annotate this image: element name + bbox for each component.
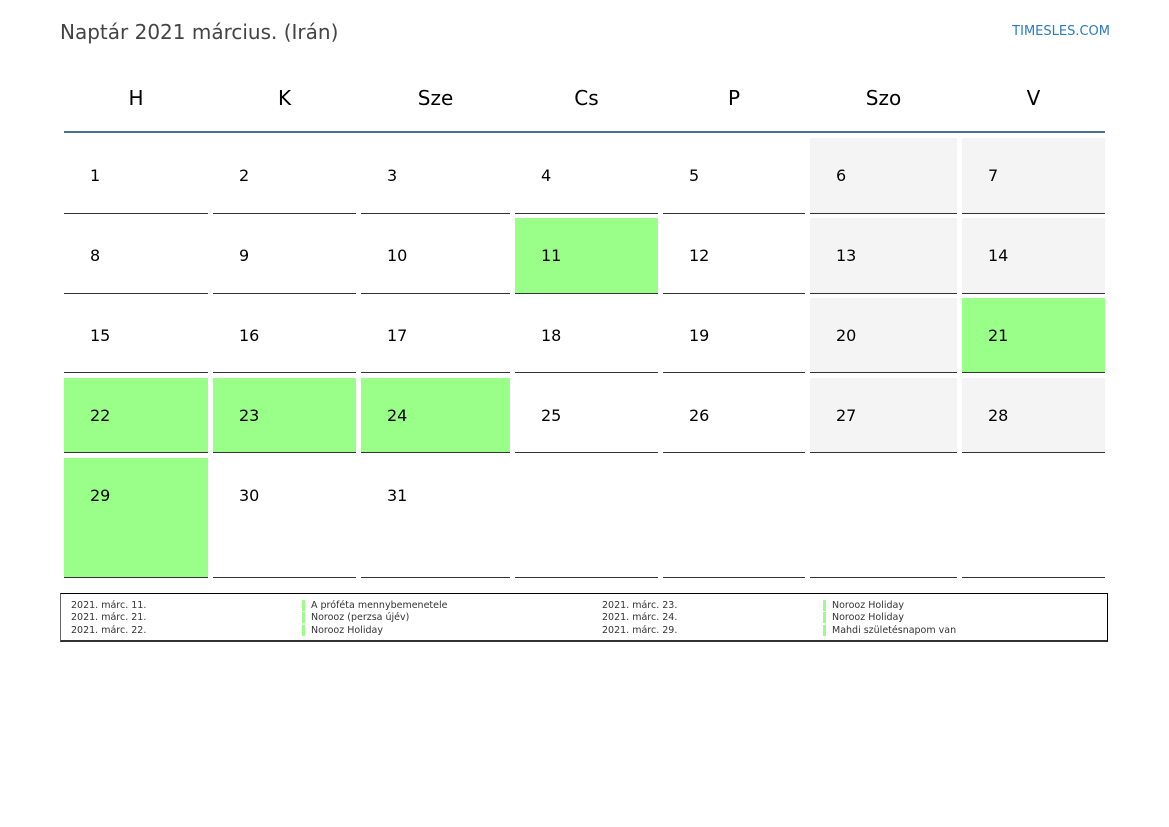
day-cell[interactable]: 4	[515, 138, 658, 214]
day-number: 3	[387, 166, 398, 185]
day-cell[interactable]	[810, 458, 957, 578]
day-cell[interactable]: 27	[810, 378, 957, 453]
day-cell[interactable]: 18	[515, 298, 658, 373]
legend-date: 2021. márc. 24.	[602, 612, 678, 624]
weekday-header: P	[727, 86, 741, 110]
day-cell[interactable]: 1	[64, 138, 208, 214]
day-number: 2	[239, 166, 250, 185]
day-number: 15	[90, 326, 111, 345]
day-cell[interactable]	[962, 458, 1105, 578]
day-number: 21	[988, 326, 1009, 345]
legend-holiday-name: Mahdi születésnapom van	[823, 624, 956, 636]
day-cell[interactable]: 31	[361, 458, 510, 578]
day-cell[interactable]: 15	[64, 298, 208, 373]
day-cell[interactable]	[515, 458, 658, 578]
legend-holiday-name: Norooz Holiday	[823, 612, 904, 624]
day-cell[interactable]: 24	[361, 378, 510, 453]
weekday-header: Cs	[574, 86, 599, 110]
day-cell[interactable]: 21	[962, 298, 1105, 373]
day-number: 4	[541, 166, 552, 185]
day-cell[interactable]: 16	[213, 298, 356, 373]
weekday-header: Sze	[417, 86, 454, 110]
legend-holiday-name: Norooz (perzsa újév)	[302, 612, 409, 624]
day-number: 1	[90, 166, 101, 185]
day-number: 14	[988, 246, 1009, 265]
day-cell[interactable]: 26	[663, 378, 805, 453]
legend-date: 2021. márc. 22.	[71, 624, 147, 636]
day-cell[interactable]: 3	[361, 138, 510, 214]
day-number: 30	[239, 486, 260, 505]
day-number: 24	[387, 406, 408, 425]
day-number: 6	[836, 166, 847, 185]
day-number: 9	[239, 246, 250, 265]
day-number: 11	[541, 246, 562, 265]
day-number: 5	[689, 166, 700, 185]
day-cell[interactable]: 7	[962, 138, 1105, 214]
day-number: 8	[90, 246, 101, 265]
weekday-header: H	[128, 86, 144, 110]
day-number: 19	[689, 326, 710, 345]
day-cell[interactable]: 6	[810, 138, 957, 214]
day-number: 16	[239, 326, 260, 345]
day-number: 22	[90, 406, 111, 425]
weekday-header: V	[1026, 86, 1041, 110]
day-cell[interactable]: 28	[962, 378, 1105, 453]
legend-holiday-name: A próféta mennybemenetele	[302, 600, 447, 611]
day-number: 7	[988, 166, 999, 185]
day-number: 26	[689, 406, 710, 425]
header-divider	[64, 131, 1105, 133]
day-cell[interactable]: 19	[663, 298, 805, 373]
day-number: 20	[836, 326, 857, 345]
legend-date: 2021. márc. 29.	[602, 624, 678, 636]
day-cell[interactable]: 23	[213, 378, 356, 453]
day-cell[interactable]: 5	[663, 138, 805, 214]
brand-link[interactable]: TIMESLES.COM	[1012, 24, 1110, 39]
legend-date: 2021. márc. 21.	[71, 612, 147, 624]
day-cell[interactable]: 20	[810, 298, 957, 373]
day-number: 13	[836, 246, 857, 265]
day-cell[interactable]: 17	[361, 298, 510, 373]
day-cell[interactable]: 14	[962, 218, 1105, 294]
day-cell[interactable]: 12	[663, 218, 805, 294]
day-cell[interactable]: 13	[810, 218, 957, 294]
day-number: 29	[90, 486, 111, 505]
day-cell[interactable]: 9	[213, 218, 356, 294]
day-number: 25	[541, 406, 562, 425]
holiday-legend: 2021. márc. 11. A próféta mennybemenetele…	[60, 593, 1108, 642]
legend-holiday-name: Norooz Holiday	[823, 600, 904, 611]
day-number: 23	[239, 406, 260, 425]
day-number: 31	[387, 486, 408, 505]
day-number: 18	[541, 326, 562, 345]
day-cell[interactable]	[663, 458, 805, 578]
day-number: 17	[387, 326, 408, 345]
day-cell[interactable]: 10	[361, 218, 510, 294]
page-title: Naptár 2021 március. (Irán)	[60, 20, 339, 44]
day-cell[interactable]: 29	[64, 458, 208, 578]
weekday-header: Szo	[865, 86, 902, 110]
day-cell[interactable]: 22	[64, 378, 208, 453]
legend-date: 2021. márc. 23.	[602, 600, 678, 611]
weekday-header: K	[277, 86, 292, 110]
legend-holiday-name: Norooz Holiday	[302, 624, 383, 636]
day-number: 10	[387, 246, 408, 265]
day-cell[interactable]: 11	[515, 218, 658, 294]
day-number: 12	[689, 246, 710, 265]
day-cell[interactable]: 25	[515, 378, 658, 453]
day-number: 28	[988, 406, 1009, 425]
day-cell[interactable]: 30	[213, 458, 356, 578]
legend-date: 2021. márc. 11.	[71, 600, 147, 611]
day-cell[interactable]: 8	[64, 218, 208, 294]
day-cell[interactable]: 2	[213, 138, 356, 214]
day-number: 27	[836, 406, 857, 425]
